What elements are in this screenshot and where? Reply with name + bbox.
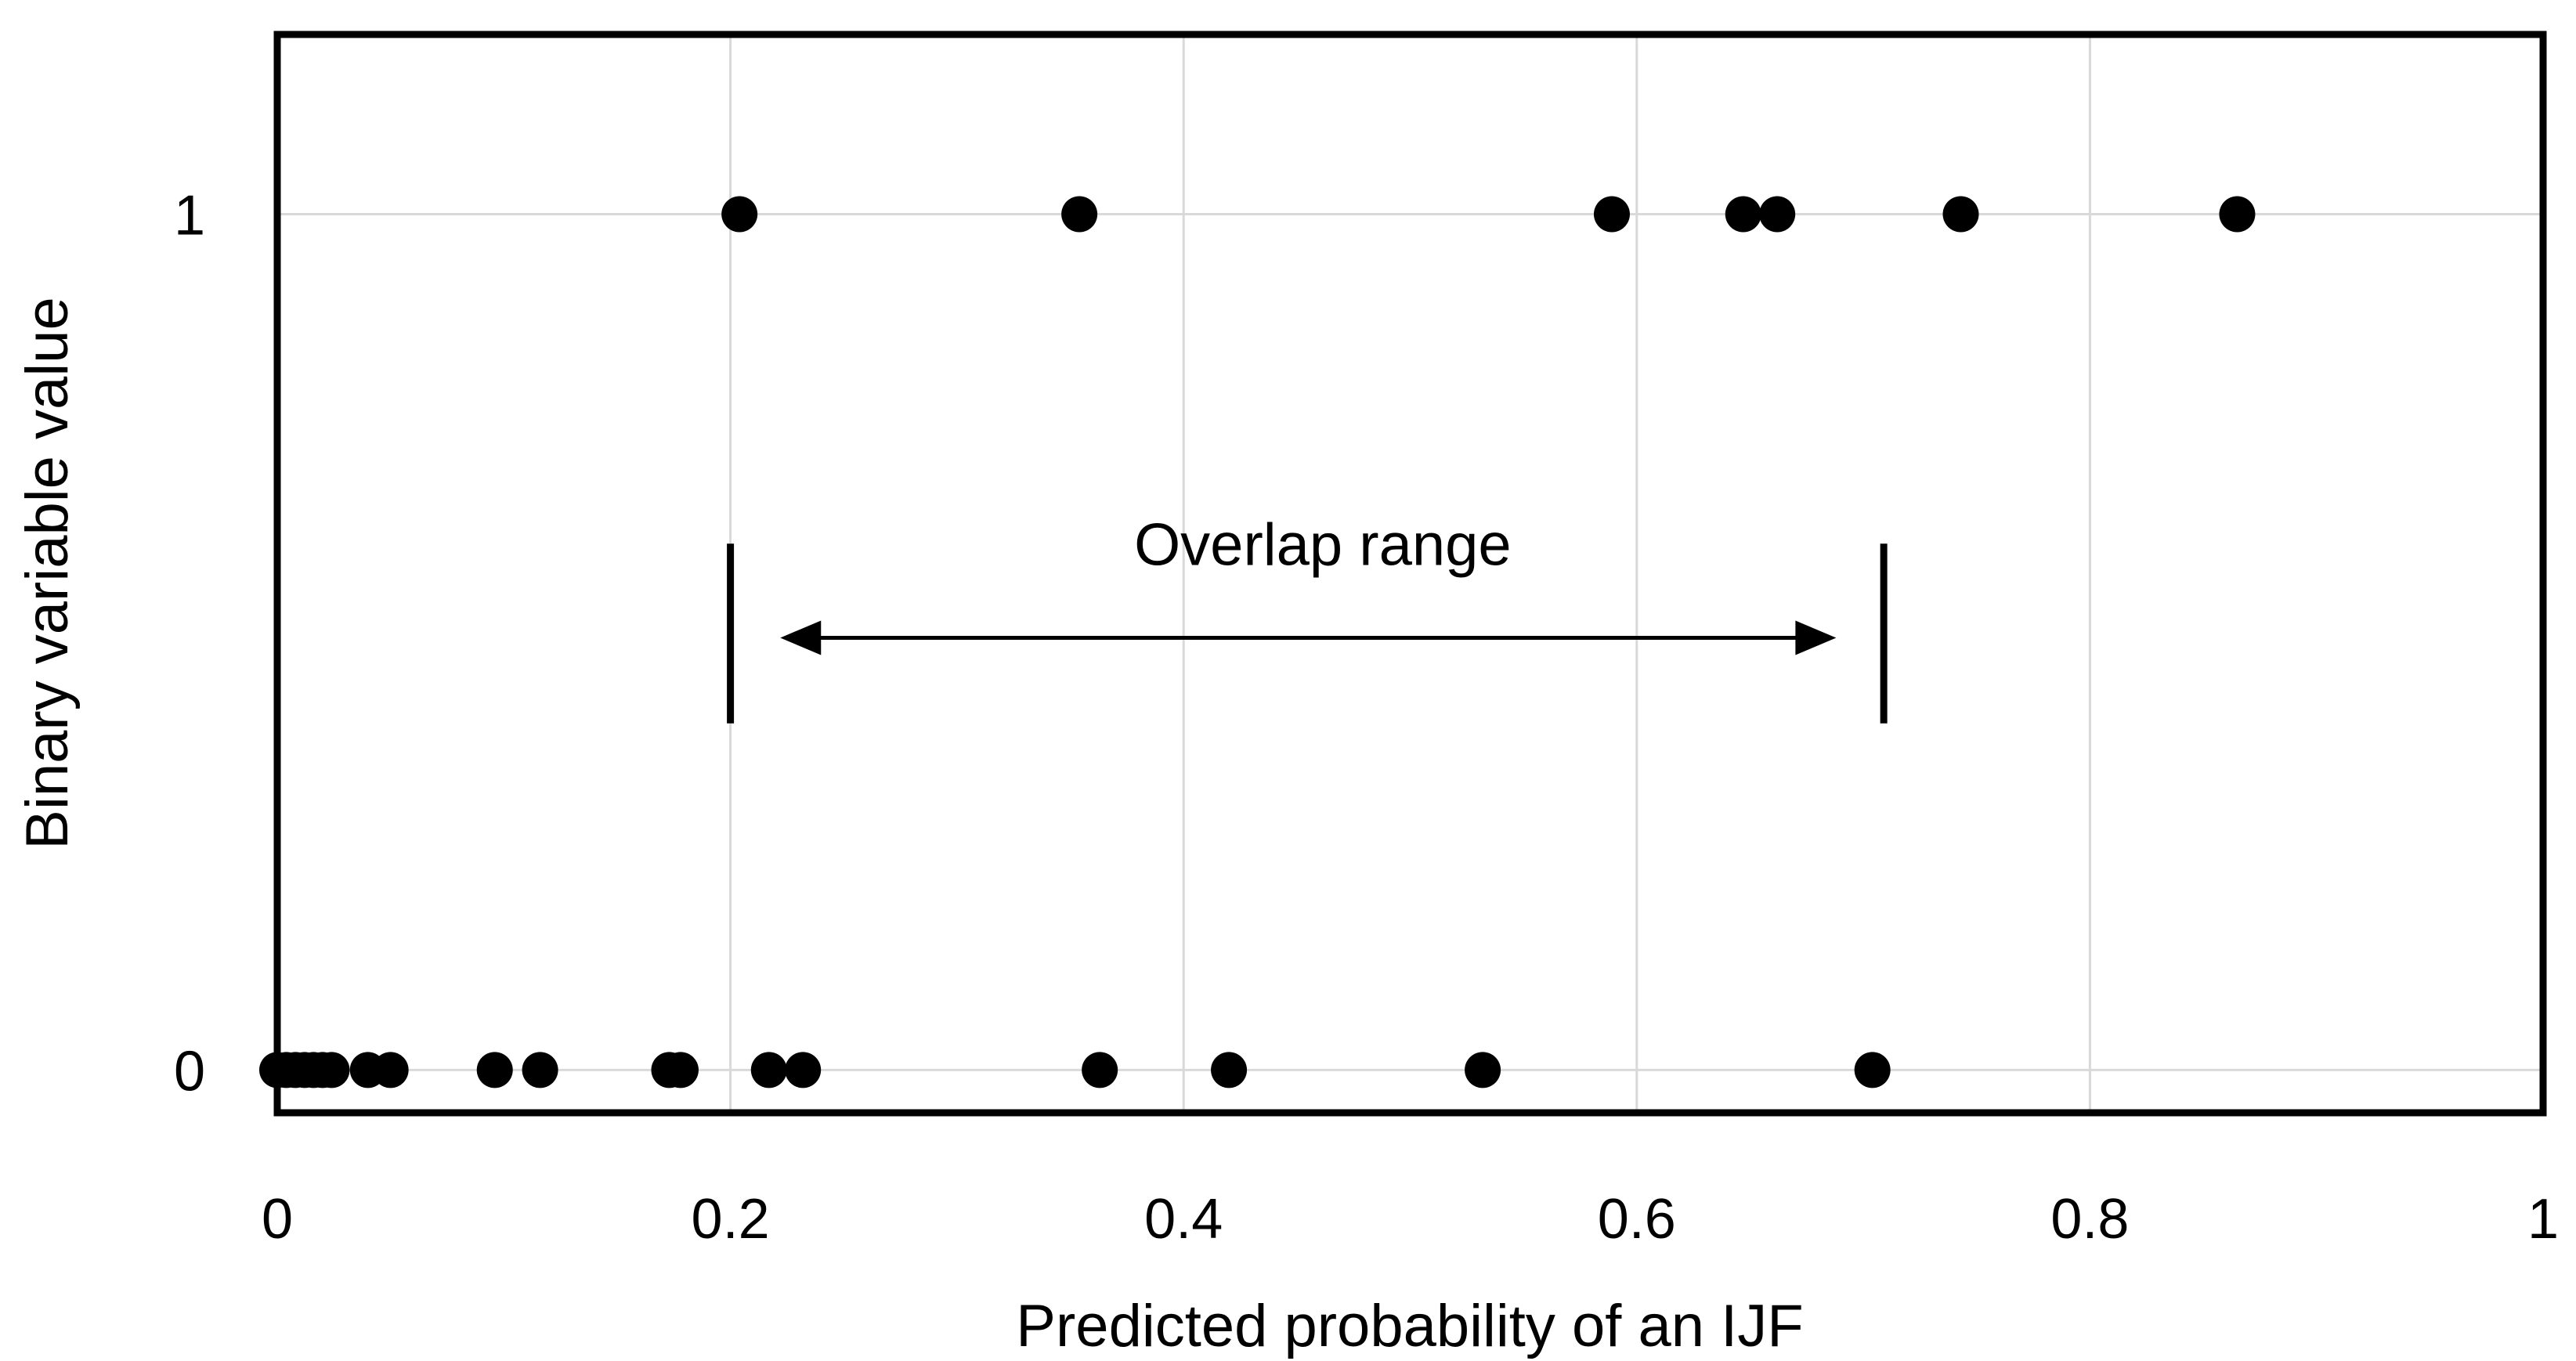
overlap-arrow-right-head	[1795, 620, 1837, 655]
data-point	[1593, 196, 1630, 233]
data-point	[721, 196, 758, 233]
data-point	[2219, 196, 2256, 233]
plot-area-frame	[273, 31, 2547, 1117]
x-tick-label: 0.6	[1598, 1188, 1676, 1251]
data-point	[1725, 196, 1761, 233]
y-tick-label: 1	[174, 185, 205, 247]
x-tick-label: 0.2	[692, 1188, 770, 1251]
overlap-arrow-left-head	[780, 620, 822, 655]
data-points	[259, 196, 2256, 1088]
data-point	[313, 1052, 350, 1088]
data-point	[522, 1052, 558, 1088]
data-point	[1759, 196, 1796, 233]
data-point	[785, 1052, 822, 1088]
y-axis-title: Binary variable value	[14, 297, 81, 850]
y-tick-label: 0	[174, 1040, 205, 1103]
data-point	[750, 1052, 787, 1088]
data-point	[1854, 1052, 1891, 1088]
data-point	[476, 1052, 513, 1088]
data-point	[1942, 196, 1979, 233]
overlap-range-annotation: Overlap range	[727, 512, 1888, 724]
x-tick-label: 1	[2527, 1188, 2559, 1251]
y-tick-labels: 01	[174, 185, 205, 1103]
overlap-range-label: Overlap range	[1134, 512, 1512, 579]
x-tick-label: 0	[262, 1188, 293, 1251]
x-axis-title: Predicted probability of an IJF	[1016, 1293, 1803, 1359]
data-point	[662, 1052, 699, 1088]
data-point	[1082, 1052, 1118, 1088]
data-point	[372, 1052, 409, 1088]
data-point	[1211, 1052, 1248, 1088]
x-tick-label: 0.4	[1144, 1188, 1223, 1251]
data-point	[1061, 196, 1098, 233]
x-tick-labels: 0 0.2 0.4 0.6 0.8 1	[262, 1188, 2559, 1251]
data-point	[1465, 1052, 1501, 1088]
x-tick-label: 0.8	[2050, 1188, 2129, 1251]
